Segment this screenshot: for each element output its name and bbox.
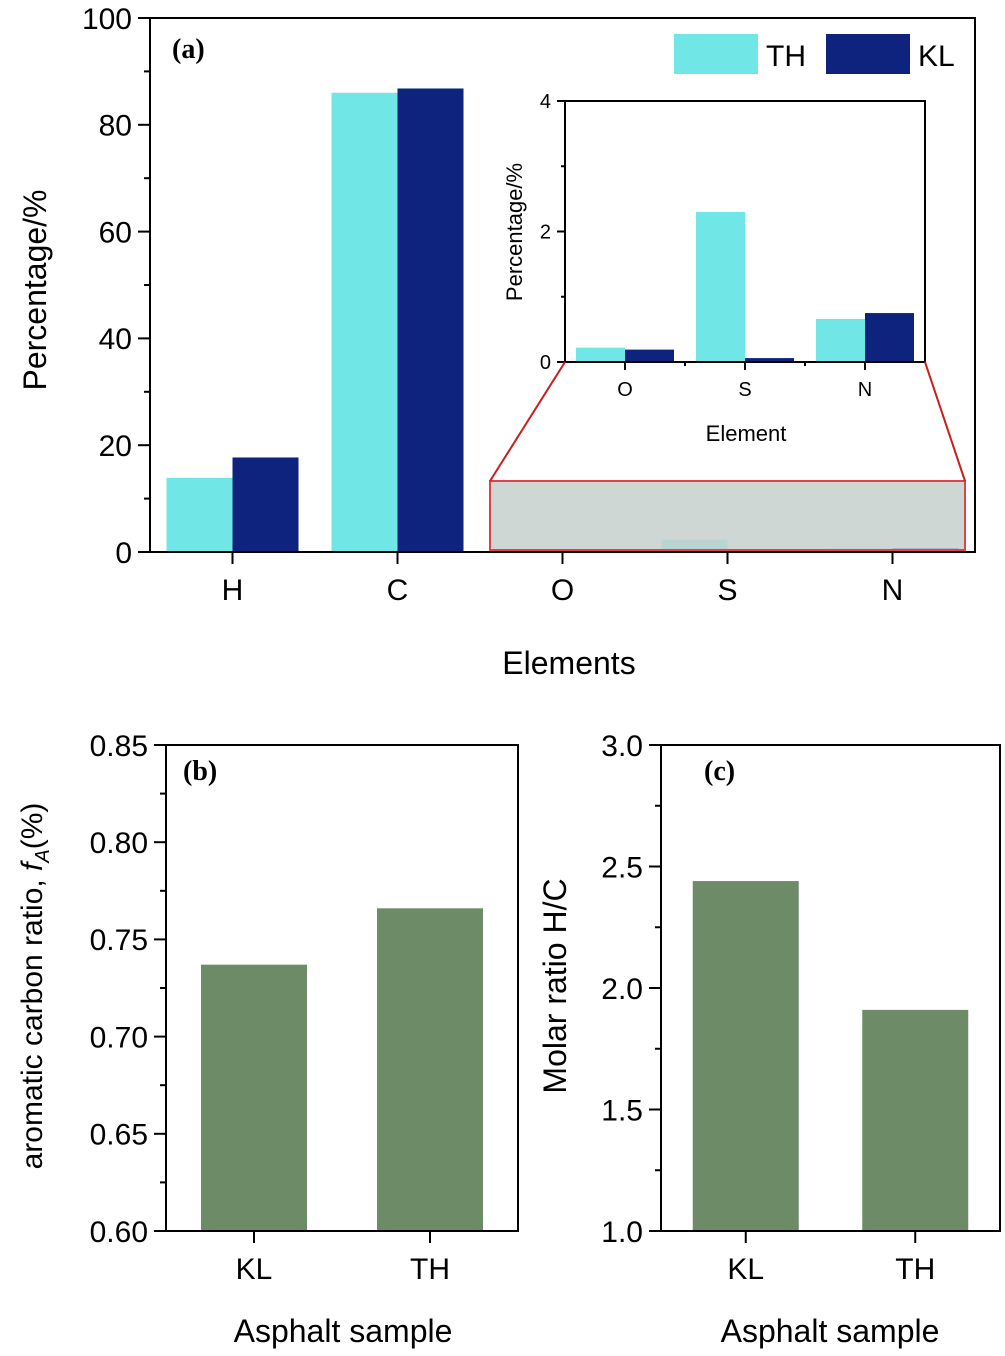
y-tick-label: 0.70 — [90, 1021, 148, 1054]
y-tick-label: 60 — [99, 216, 132, 249]
panel-a-y-axis-label: Percentage/% — [17, 189, 53, 390]
panel-c-y-axis-label: Molar ratio H/C — [537, 878, 573, 1093]
inset-x-axis-label: Element — [706, 421, 787, 446]
panel-c-bars — [692, 881, 969, 1231]
y-tick-label: 100 — [82, 3, 132, 36]
inset-bar-th-n — [816, 318, 865, 362]
panel-c-ticks: 1.0 1.5 2.0 2.5 3.0 KL TH — [601, 730, 935, 1286]
y-tick-label: 0.80 — [90, 827, 148, 860]
zoom-connector-right — [924, 361, 966, 482]
panel-a-frame — [149, 17, 976, 553]
panel-label-c: (c) — [704, 756, 735, 787]
legend-swatch-kl — [826, 34, 910, 74]
y-tick-label: 20 — [99, 430, 132, 463]
y-tick-label: 0.60 — [90, 1216, 148, 1249]
bar-kl-c — [397, 88, 464, 552]
x-tick-label: C — [387, 574, 409, 607]
y-tick-label: 2 — [540, 222, 551, 244]
x-tick-label: TH — [410, 1253, 450, 1286]
y-tick-label: 0.65 — [90, 1119, 148, 1152]
panel-b-y-label-end: (%) — [16, 803, 49, 850]
panel-b-y-axis-label: aromatic carbon ratio, fA(%) — [16, 803, 54, 1170]
inset-chart: 0 2 4 O S N Percentage/% Element — [502, 91, 926, 446]
x-tick-label: O — [551, 574, 574, 607]
y-tick-label: 1.5 — [601, 1094, 643, 1127]
x-tick-label: TH — [895, 1253, 935, 1286]
x-tick-label: O — [617, 379, 633, 401]
bar-b-kl — [201, 964, 307, 1231]
panel-b-y-label-subscript: A — [32, 849, 54, 863]
y-tick-label: 40 — [99, 323, 132, 356]
x-tick-label: H — [222, 574, 244, 607]
y-tick-label: 80 — [99, 110, 132, 143]
y-tick-label: 0.75 — [90, 924, 148, 957]
x-tick-label: N — [882, 574, 904, 607]
panel-label-a: (a) — [172, 34, 205, 65]
inset-frame — [564, 100, 926, 363]
inset-bar-kl-n — [865, 313, 914, 362]
legend-label-th: TH — [766, 40, 806, 73]
y-tick-label: 0.85 — [90, 730, 148, 763]
y-tick-label: 0 — [540, 352, 551, 374]
inset-bar-kl-o — [625, 349, 674, 362]
inset-bars — [576, 211, 914, 362]
panel-a-bars — [166, 88, 959, 552]
panel-a-x-axis-label: Elements — [502, 645, 635, 681]
inset-bar-kl-s — [745, 358, 794, 362]
y-tick-label: 1.0 — [601, 1216, 643, 1249]
panel-b-y-label-main: aromatic carbon ratio, — [16, 871, 49, 1169]
x-tick-label: S — [738, 379, 751, 401]
panel-label-b: (b) — [183, 756, 217, 787]
y-tick-label: 2.0 — [601, 973, 643, 1006]
x-tick-label: N — [858, 379, 872, 401]
panel-c-x-axis-label: Asphalt sample — [721, 1313, 940, 1349]
legend: TH KL — [674, 34, 955, 74]
zoom-connector-left — [489, 361, 566, 482]
bar-kl-h — [232, 457, 299, 552]
y-tick-label: 4 — [540, 91, 551, 113]
panel-b-aromatic-carbon-ratio: 0.60 0.65 0.70 0.75 0.80 0.85 KL TH (b) aromati… — [16, 730, 519, 1349]
panel-b-x-axis-label: Asphalt sample — [234, 1313, 453, 1349]
legend-swatch-th — [674, 34, 758, 74]
y-tick-label: 2.5 — [601, 851, 643, 884]
panel-b-y-label-italic: f — [16, 860, 49, 871]
y-tick-label: 0 — [115, 537, 132, 570]
legend-label-kl: KL — [918, 40, 955, 73]
zoom-region-box — [489, 480, 966, 551]
bar-c-kl — [692, 881, 799, 1231]
panel-b-bars — [201, 908, 483, 1231]
bar-b-th — [377, 908, 483, 1231]
x-tick-label: S — [717, 574, 737, 607]
inset-bar-th-s — [696, 211, 745, 362]
y-tick-label: 3.0 — [601, 730, 643, 763]
bar-th-h — [166, 477, 233, 552]
inset-bar-th-o — [576, 347, 625, 362]
panel-c-frame — [660, 744, 1001, 1232]
bar-c-th — [862, 1009, 969, 1231]
bar-th-c — [331, 92, 398, 552]
panel-b-ticks: 0.60 0.65 0.70 0.75 0.80 0.85 KL TH — [90, 730, 450, 1286]
panel-c-molar-ratio: 1.01.52.02.53.0KL TH (c) Molar ratio H/C … — [537, 730, 1001, 1349]
inset-y-axis-label: Percentage/% — [502, 163, 527, 301]
x-tick-label: KL — [236, 1253, 273, 1286]
panel-b-frame — [165, 744, 519, 1232]
x-tick-label: KL — [727, 1253, 764, 1286]
